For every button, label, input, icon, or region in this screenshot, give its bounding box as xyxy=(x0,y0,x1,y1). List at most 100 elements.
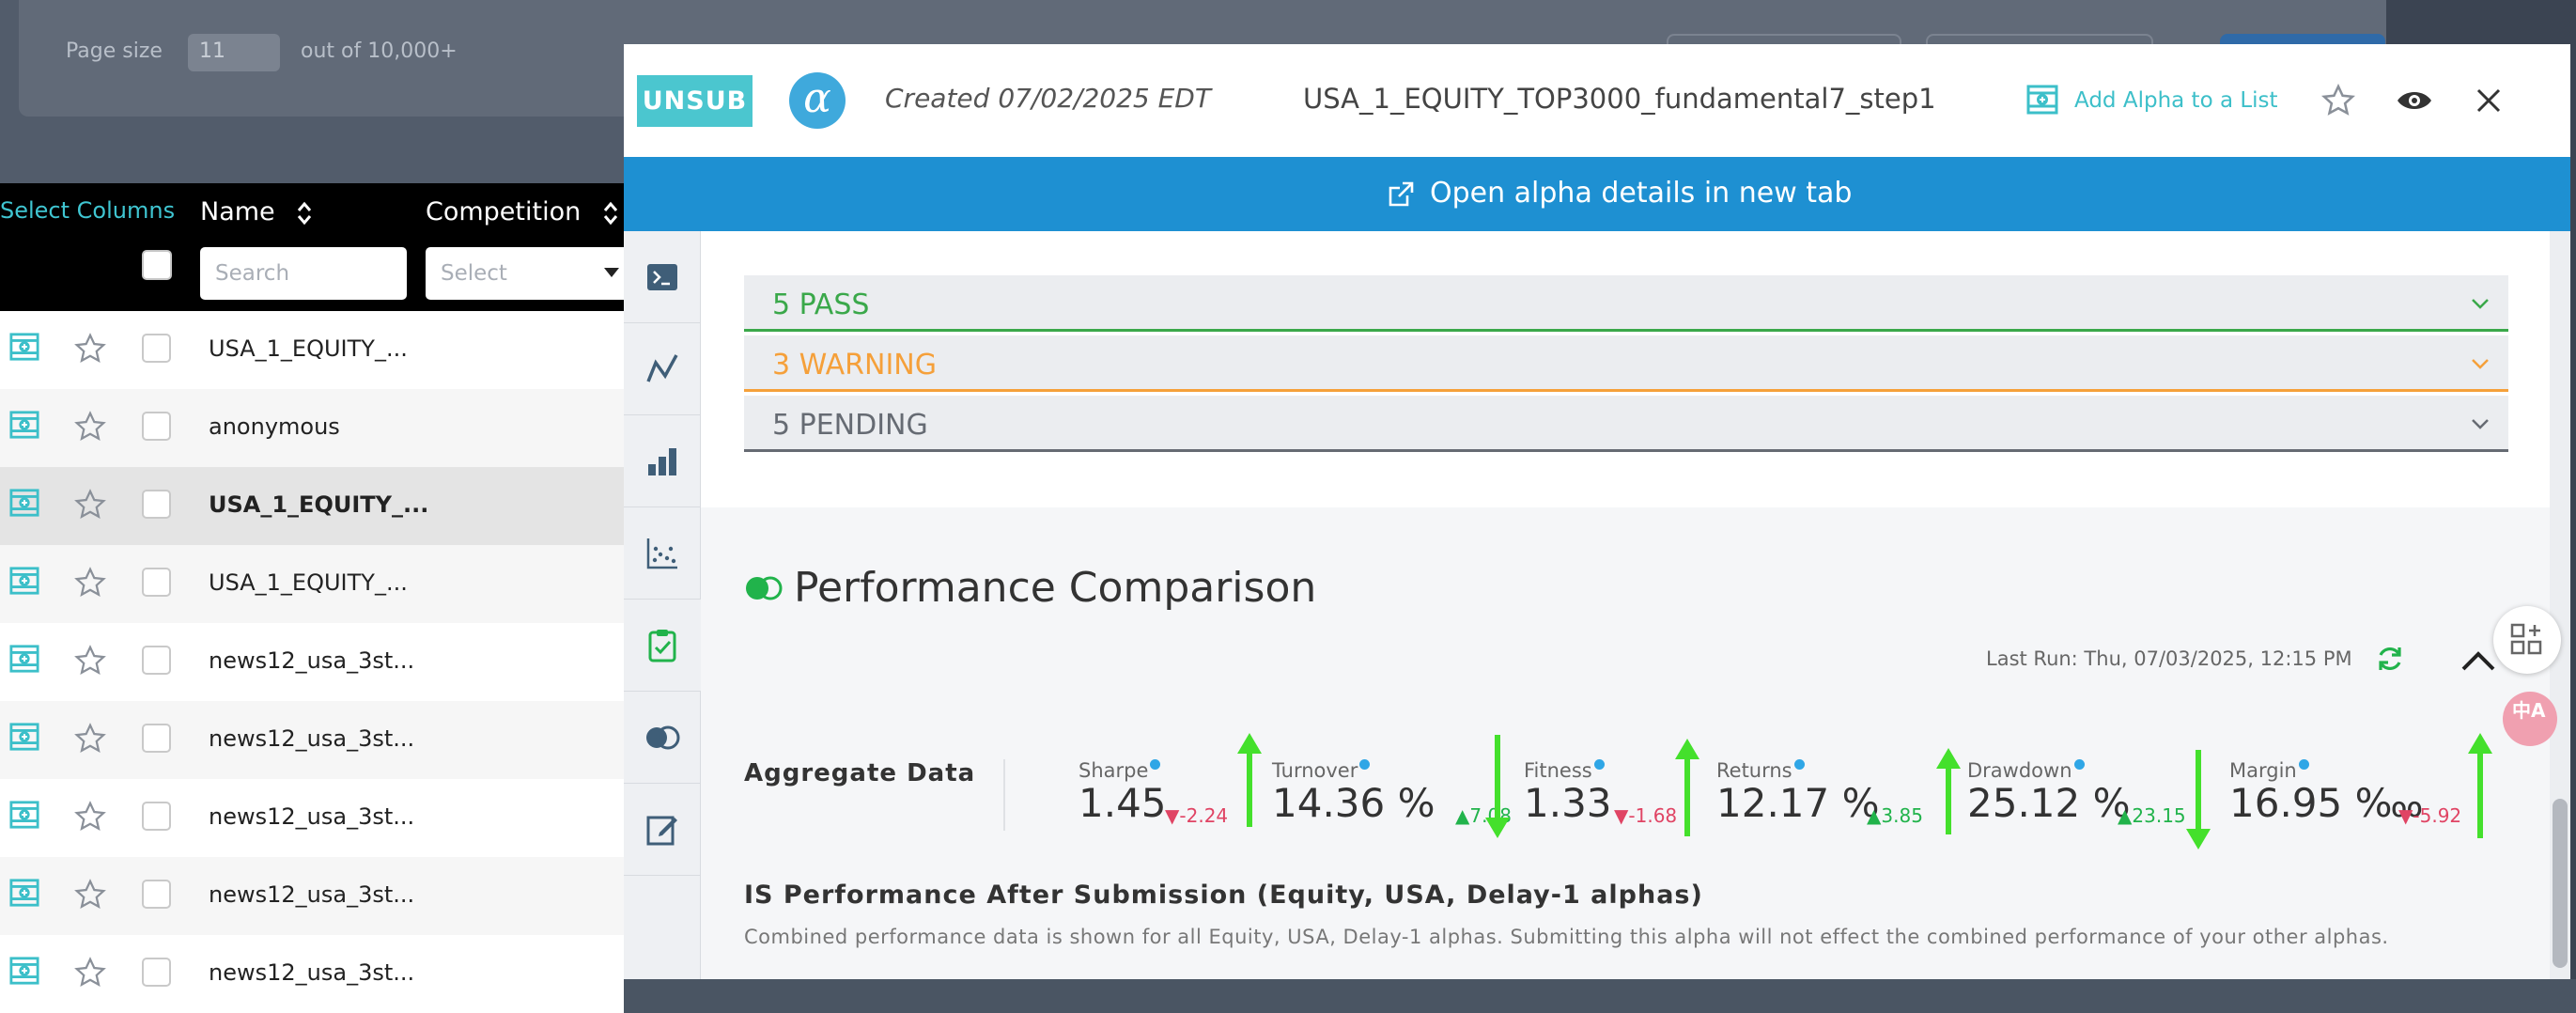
favorite-star-icon[interactable] xyxy=(2320,83,2356,118)
sort-icon[interactable] xyxy=(602,200,619,226)
list-row[interactable]: news12_usa_3st... xyxy=(0,935,624,1013)
page-size-input[interactable]: 11 xyxy=(188,34,280,71)
metric-name: Returns xyxy=(1716,759,1805,782)
column-header-name[interactable]: Name xyxy=(200,197,313,226)
nav-checks[interactable] xyxy=(624,600,701,692)
star-icon[interactable] xyxy=(73,644,107,678)
alpha-name[interactable]: news12_usa_3st... xyxy=(209,803,415,830)
nav-code[interactable] xyxy=(624,231,701,323)
alpha-name[interactable]: news12_usa_3st... xyxy=(209,725,415,752)
alpha-name[interactable]: USA_1_EQUITY_... xyxy=(209,569,408,596)
row-checkbox[interactable] xyxy=(142,412,171,441)
divider xyxy=(1003,759,1005,831)
star-icon[interactable] xyxy=(73,410,107,444)
nav-stats[interactable] xyxy=(624,415,701,507)
alpha-logo-icon: α xyxy=(789,72,846,129)
add-to-list-icon[interactable] xyxy=(9,332,39,362)
add-to-list-icon[interactable] xyxy=(9,410,39,440)
list-row[interactable]: USA_1_EQUITY_... xyxy=(0,311,624,389)
add-to-list-icon[interactable] xyxy=(9,566,39,596)
add-to-list-icon[interactable] xyxy=(9,956,39,986)
list-row[interactable]: news12_usa_3st... xyxy=(0,779,624,857)
scatter-icon xyxy=(646,538,677,569)
floating-apps-button[interactable] xyxy=(2493,606,2561,674)
checks-warning-row[interactable]: 3 WARNING xyxy=(744,335,2508,392)
metric-delta: ▲23.15 xyxy=(2118,804,2186,827)
eye-icon[interactable] xyxy=(2396,85,2433,117)
add-to-list-link[interactable]: Add Alpha to a List xyxy=(2074,88,2278,113)
info-dot-icon[interactable] xyxy=(1359,759,1371,770)
aggregate-label: Aggregate Data xyxy=(744,759,976,787)
row-checkbox[interactable] xyxy=(142,646,171,675)
row-checkbox[interactable] xyxy=(142,802,171,831)
add-to-list-icon[interactable] xyxy=(2026,84,2058,116)
list-row[interactable]: USA_1_EQUITY_... xyxy=(0,545,624,623)
add-to-list-icon[interactable] xyxy=(9,878,39,908)
select-columns-link[interactable]: Select Columns xyxy=(0,197,176,224)
metric-value: 16.95 ‱ xyxy=(2229,780,2424,826)
nav-edit[interactable] xyxy=(624,784,701,876)
row-checkbox[interactable] xyxy=(142,880,171,909)
star-icon[interactable] xyxy=(73,800,107,834)
nav-chart[interactable] xyxy=(624,323,701,415)
sort-icon[interactable] xyxy=(296,200,313,226)
arrow-up-icon xyxy=(1237,733,1262,827)
star-icon[interactable] xyxy=(73,878,107,912)
row-checkbox[interactable] xyxy=(142,490,171,519)
row-checkbox[interactable] xyxy=(142,334,171,363)
list-row[interactable]: news12_usa_3st... xyxy=(0,623,624,701)
name-search-input[interactable]: Search xyxy=(200,247,407,300)
open-details-link[interactable]: Open alpha details in new tab xyxy=(1430,177,1853,210)
info-dot-icon[interactable] xyxy=(2298,759,2309,770)
open-details-bar[interactable] xyxy=(624,157,2570,231)
info-dot-icon[interactable] xyxy=(1150,759,1161,770)
add-to-list-icon[interactable] xyxy=(9,800,39,830)
metric-value: 1.45 xyxy=(1079,780,1167,826)
chevron-up-icon[interactable] xyxy=(2460,647,2497,675)
alpha-name[interactable]: news12_usa_3st... xyxy=(209,881,415,908)
scrollbar[interactable] xyxy=(2550,231,2570,979)
star-icon[interactable] xyxy=(73,566,107,600)
created-date: Created 07/02/2025 EDT xyxy=(885,83,1211,114)
refresh-icon[interactable] xyxy=(2375,644,2405,674)
alpha-name[interactable]: anonymous xyxy=(209,413,340,440)
alpha-name[interactable]: USA_1_EQUITY_... xyxy=(209,491,429,518)
row-checkbox[interactable] xyxy=(142,568,171,597)
checks-pending-row[interactable]: 5 PENDING xyxy=(744,396,2508,452)
alpha-name[interactable]: news12_usa_3st... xyxy=(209,647,415,674)
translate-button[interactable]: 中A xyxy=(2503,692,2557,746)
column-header-competition[interactable]: Competition xyxy=(426,197,619,226)
close-icon[interactable] xyxy=(2475,86,2503,115)
scrollbar-thumb[interactable] xyxy=(2553,799,2568,968)
row-checkbox[interactable] xyxy=(142,958,171,987)
nav-scatter[interactable] xyxy=(624,507,701,600)
compare-toggle-icon xyxy=(746,576,783,600)
list-row[interactable]: news12_usa_3st... xyxy=(0,701,624,779)
metric-value: 12.17 % xyxy=(1716,780,1880,826)
nav-compare[interactable] xyxy=(624,692,701,784)
info-dot-icon[interactable] xyxy=(1593,759,1605,770)
alpha-name[interactable]: USA_1_EQUITY_... xyxy=(209,335,408,362)
grid-plus-icon xyxy=(2510,623,2542,655)
row-checkbox[interactable] xyxy=(142,724,171,753)
add-to-list-icon[interactable] xyxy=(9,644,39,674)
info-dot-icon[interactable] xyxy=(1793,759,1805,770)
alpha-name[interactable]: news12_usa_3st... xyxy=(209,959,415,986)
select-all-checkbox[interactable] xyxy=(142,250,172,280)
checks-pass-row[interactable]: 5 PASS xyxy=(744,275,2508,332)
star-icon[interactable] xyxy=(73,332,107,366)
info-dot-icon[interactable] xyxy=(2073,759,2085,770)
star-icon[interactable] xyxy=(73,956,107,990)
arrow-up-icon xyxy=(1936,748,1961,834)
add-to-list-icon[interactable] xyxy=(9,488,39,518)
metric-delta: ▼-1.68 xyxy=(1614,804,1678,827)
list-row[interactable]: USA_1_EQUITY_... xyxy=(0,467,624,545)
star-icon[interactable] xyxy=(73,722,107,756)
list-row[interactable]: anonymous xyxy=(0,389,624,467)
last-run-text: Last Run: Thu, 07/03/2025, 12:15 PM xyxy=(1986,647,2352,670)
column-name-label: Name xyxy=(200,197,275,226)
add-to-list-icon[interactable] xyxy=(9,722,39,752)
competition-select[interactable]: Select xyxy=(426,247,632,300)
star-icon[interactable] xyxy=(73,488,107,522)
list-row[interactable]: news12_usa_3st... xyxy=(0,857,624,935)
